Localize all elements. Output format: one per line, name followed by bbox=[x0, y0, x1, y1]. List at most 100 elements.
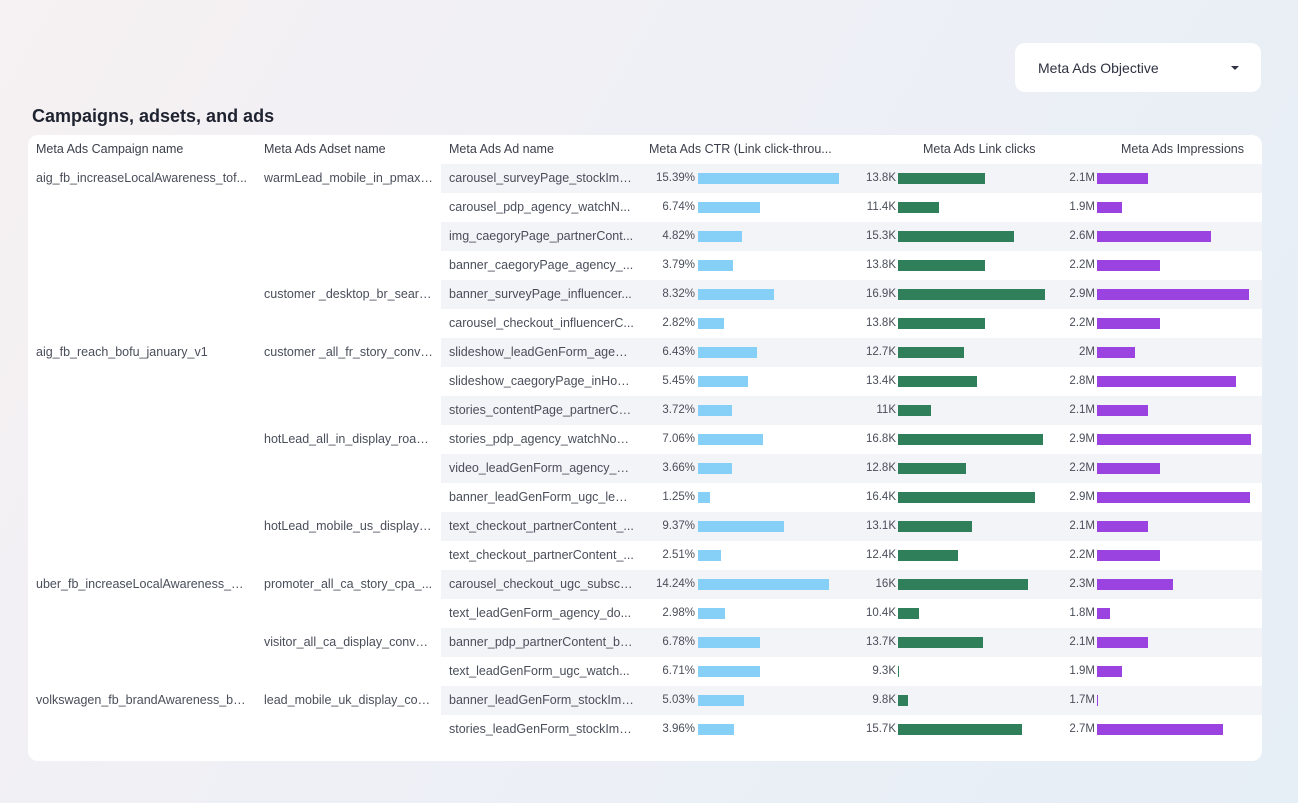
table-row[interactable]: carousel_pdp_agency_watchN... 6.74% 11.4K 1… bbox=[28, 193, 1262, 222]
objective-filter-dropdown[interactable]: Meta Ads Objective bbox=[1015, 43, 1261, 92]
link-clicks-bar bbox=[898, 231, 1015, 242]
campaign-name-cell[interactable] bbox=[36, 541, 248, 570]
campaign-name-cell[interactable] bbox=[36, 425, 248, 454]
campaign-name-cell[interactable] bbox=[36, 193, 248, 222]
ad-name-cell[interactable]: text_leadGenForm_agency_do... bbox=[449, 606, 632, 620]
table-row[interactable]: banner_leadGenForm_ugc_lear... 1.25% 16.4K… bbox=[28, 483, 1262, 512]
ad-name-cell[interactable]: slideshow_leadGenForm_agenc... bbox=[449, 345, 634, 359]
campaign-name-cell[interactable]: aig_fb_reach_bofu_january_v1 bbox=[36, 345, 208, 359]
campaign-name-cell[interactable] bbox=[36, 454, 248, 483]
ad-name-cell[interactable]: video_leadGenForm_agency_si... bbox=[449, 461, 634, 475]
campaign-name-cell[interactable] bbox=[36, 657, 248, 686]
table-row[interactable]: slideshow_caegoryPage_inHou... 5.45% 13.4K… bbox=[28, 367, 1262, 396]
ad-name-cell[interactable]: stories_pdp_agency_watchNow... bbox=[449, 432, 634, 446]
ad-name-cell[interactable]: text_checkout_partnerContent_... bbox=[449, 519, 634, 533]
campaign-name-cell[interactable]: uber_fb_increaseLocalAwareness_m... bbox=[36, 577, 248, 591]
table-row[interactable]: hotLead_mobile_us_display_... text_checko… bbox=[28, 512, 1262, 541]
adset-name-cell[interactable]: visitor_all_ca_display_conver... bbox=[264, 635, 434, 649]
ad-name-cell[interactable]: stories_leadGenForm_stockIma... bbox=[449, 722, 634, 736]
adset-name-cell[interactable] bbox=[264, 483, 434, 512]
adset-name-cell[interactable] bbox=[264, 599, 434, 628]
table-row[interactable]: aig_fb_reach_bofu_january_v1 customer _al… bbox=[28, 338, 1262, 367]
column-header-campaign[interactable]: Meta Ads Campaign name bbox=[36, 142, 184, 156]
ad-name-cell[interactable]: text_leadGenForm_ugc_watch... bbox=[449, 664, 630, 678]
ctr-value: 2.82% bbox=[662, 317, 695, 329]
adset-name-cell[interactable]: hotLead_mobile_us_display_... bbox=[264, 519, 434, 533]
adset-name-cell[interactable]: customer _desktop_br_searc... bbox=[264, 287, 434, 301]
campaign-name-cell[interactable] bbox=[36, 512, 248, 541]
table-row[interactable]: text_leadGenForm_agency_do... 2.98% 10.4K 1… bbox=[28, 599, 1262, 628]
column-header-impressions[interactable]: Meta Ads Impressions bbox=[1121, 142, 1244, 156]
campaign-name-cell[interactable] bbox=[36, 251, 248, 280]
campaign-name-cell[interactable]: volkswagen_fb_brandAwareness_bof... bbox=[36, 693, 248, 707]
adset-name-cell[interactable] bbox=[264, 251, 434, 280]
table-row[interactable]: aig_fb_increaseLocalAwareness_tof... warm… bbox=[28, 164, 1262, 193]
table-row[interactable]: banner_caegoryPage_agency_... 3.79% 13.8K 2… bbox=[28, 251, 1262, 280]
adset-name-cell[interactable] bbox=[264, 309, 434, 338]
adset-name-cell[interactable] bbox=[264, 367, 434, 396]
adset-name-cell[interactable]: customer _all_fr_story_conve... bbox=[264, 345, 434, 359]
link-clicks-bar bbox=[898, 260, 985, 271]
adset-name-cell[interactable]: warmLead_mobile_in_pmax_... bbox=[264, 171, 434, 185]
campaign-name-cell[interactable] bbox=[36, 483, 248, 512]
adset-name-cell[interactable] bbox=[264, 193, 434, 222]
adset-name-cell[interactable] bbox=[264, 715, 434, 744]
adset-name-cell[interactable]: promoter_all_ca_story_cpa_... bbox=[264, 577, 433, 591]
table-row[interactable]: hotLead_all_in_display_roas_... stories_p… bbox=[28, 425, 1262, 454]
column-header-ctr[interactable]: Meta Ads CTR (Link click-throu... bbox=[649, 142, 832, 156]
ad-name-cell[interactable]: carousel_surveyPage_stockIma... bbox=[449, 171, 634, 185]
ad-name-cell[interactable]: carousel_pdp_agency_watchN... bbox=[449, 200, 631, 214]
campaign-name-cell[interactable]: aig_fb_increaseLocalAwareness_tof... bbox=[36, 171, 248, 185]
table-row[interactable]: volkswagen_fb_brandAwareness_bof... lead_… bbox=[28, 686, 1262, 715]
impressions-bar bbox=[1097, 318, 1161, 329]
adset-name-cell[interactable] bbox=[264, 222, 434, 251]
table-row[interactable]: video_leadGenForm_agency_si... 3.66% 12.8K… bbox=[28, 454, 1262, 483]
campaign-name-cell[interactable] bbox=[36, 599, 248, 628]
ad-name-cell[interactable]: banner_surveyPage_influencer... bbox=[449, 287, 632, 301]
adset-name-cell[interactable]: lead_mobile_uk_display_con... bbox=[264, 693, 434, 707]
table-row[interactable]: visitor_all_ca_display_conver... banner_p… bbox=[28, 628, 1262, 657]
impressions-bar bbox=[1097, 260, 1161, 271]
impressions-value: 2.1M bbox=[1069, 636, 1095, 648]
ad-name-cell[interactable]: banner_leadGenForm_ugc_lear... bbox=[449, 490, 634, 504]
campaign-name-cell[interactable] bbox=[36, 309, 248, 338]
ad-name-cell[interactable]: banner_caegoryPage_agency_... bbox=[449, 258, 634, 272]
ad-name-cell[interactable]: img_caegoryPage_partnerCont... bbox=[449, 229, 634, 243]
impressions-value: 2.9M bbox=[1069, 491, 1095, 503]
table-row[interactable]: img_caegoryPage_partnerCont... 4.82% 15.3K… bbox=[28, 222, 1262, 251]
campaign-name-cell[interactable] bbox=[36, 280, 248, 309]
column-header-ad[interactable]: Meta Ads Ad name bbox=[449, 142, 554, 156]
campaign-name-cell[interactable] bbox=[36, 715, 248, 744]
table-row[interactable]: text_checkout_partnerContent_... 2.51% 12.… bbox=[28, 541, 1262, 570]
link-clicks-bar bbox=[898, 318, 985, 329]
campaign-name-cell[interactable] bbox=[36, 367, 248, 396]
ad-name-cell[interactable]: banner_pdp_partnerContent_bu... bbox=[449, 635, 634, 649]
ad-name-cell[interactable]: banner_leadGenForm_stockIma... bbox=[449, 693, 634, 707]
table-row[interactable]: carousel_checkout_influencerC... 2.82% 13.… bbox=[28, 309, 1262, 338]
ad-name-cell[interactable]: stories_contentPage_partnerCo... bbox=[449, 403, 634, 417]
adset-name-cell[interactable] bbox=[264, 396, 434, 425]
adset-name-cell[interactable] bbox=[264, 541, 434, 570]
ad-name-cell[interactable]: carousel_checkout_ugc_subscri... bbox=[449, 577, 634, 591]
row-shade bbox=[441, 686, 1262, 715]
campaign-name-cell[interactable] bbox=[36, 628, 248, 657]
ad-name-cell[interactable]: text_checkout_partnerContent_... bbox=[449, 548, 634, 562]
table-row[interactable]: customer _desktop_br_searc... banner_surv… bbox=[28, 280, 1262, 309]
ad-name-cell[interactable]: carousel_checkout_influencerC... bbox=[449, 316, 634, 330]
ctr-value: 7.06% bbox=[662, 433, 695, 445]
adset-name-cell[interactable]: hotLead_all_in_display_roas_... bbox=[264, 432, 434, 446]
column-header-adset[interactable]: Meta Ads Adset name bbox=[264, 142, 386, 156]
table-row[interactable]: text_leadGenForm_ugc_watch... 6.71% 9.3K 1.… bbox=[28, 657, 1262, 686]
column-header-link-clicks[interactable]: Meta Ads Link clicks bbox=[923, 142, 1036, 156]
campaign-name-cell[interactable] bbox=[36, 222, 248, 251]
table-row[interactable]: uber_fb_increaseLocalAwareness_m... promo… bbox=[28, 570, 1262, 599]
table-row[interactable]: stories_leadGenForm_stockIma... 3.96% 15.7… bbox=[28, 715, 1262, 744]
ctr-bar bbox=[698, 492, 710, 503]
ad-name-cell[interactable]: slideshow_caegoryPage_inHou... bbox=[449, 374, 634, 388]
adset-name-cell[interactable] bbox=[264, 454, 434, 483]
ctr-bar bbox=[698, 608, 726, 619]
adset-name-cell[interactable] bbox=[264, 657, 434, 686]
table-row[interactable]: stories_contentPage_partnerCo... 3.72% 11K… bbox=[28, 396, 1262, 425]
campaign-name-cell[interactable] bbox=[36, 396, 248, 425]
ctr-value: 6.78% bbox=[662, 636, 695, 648]
